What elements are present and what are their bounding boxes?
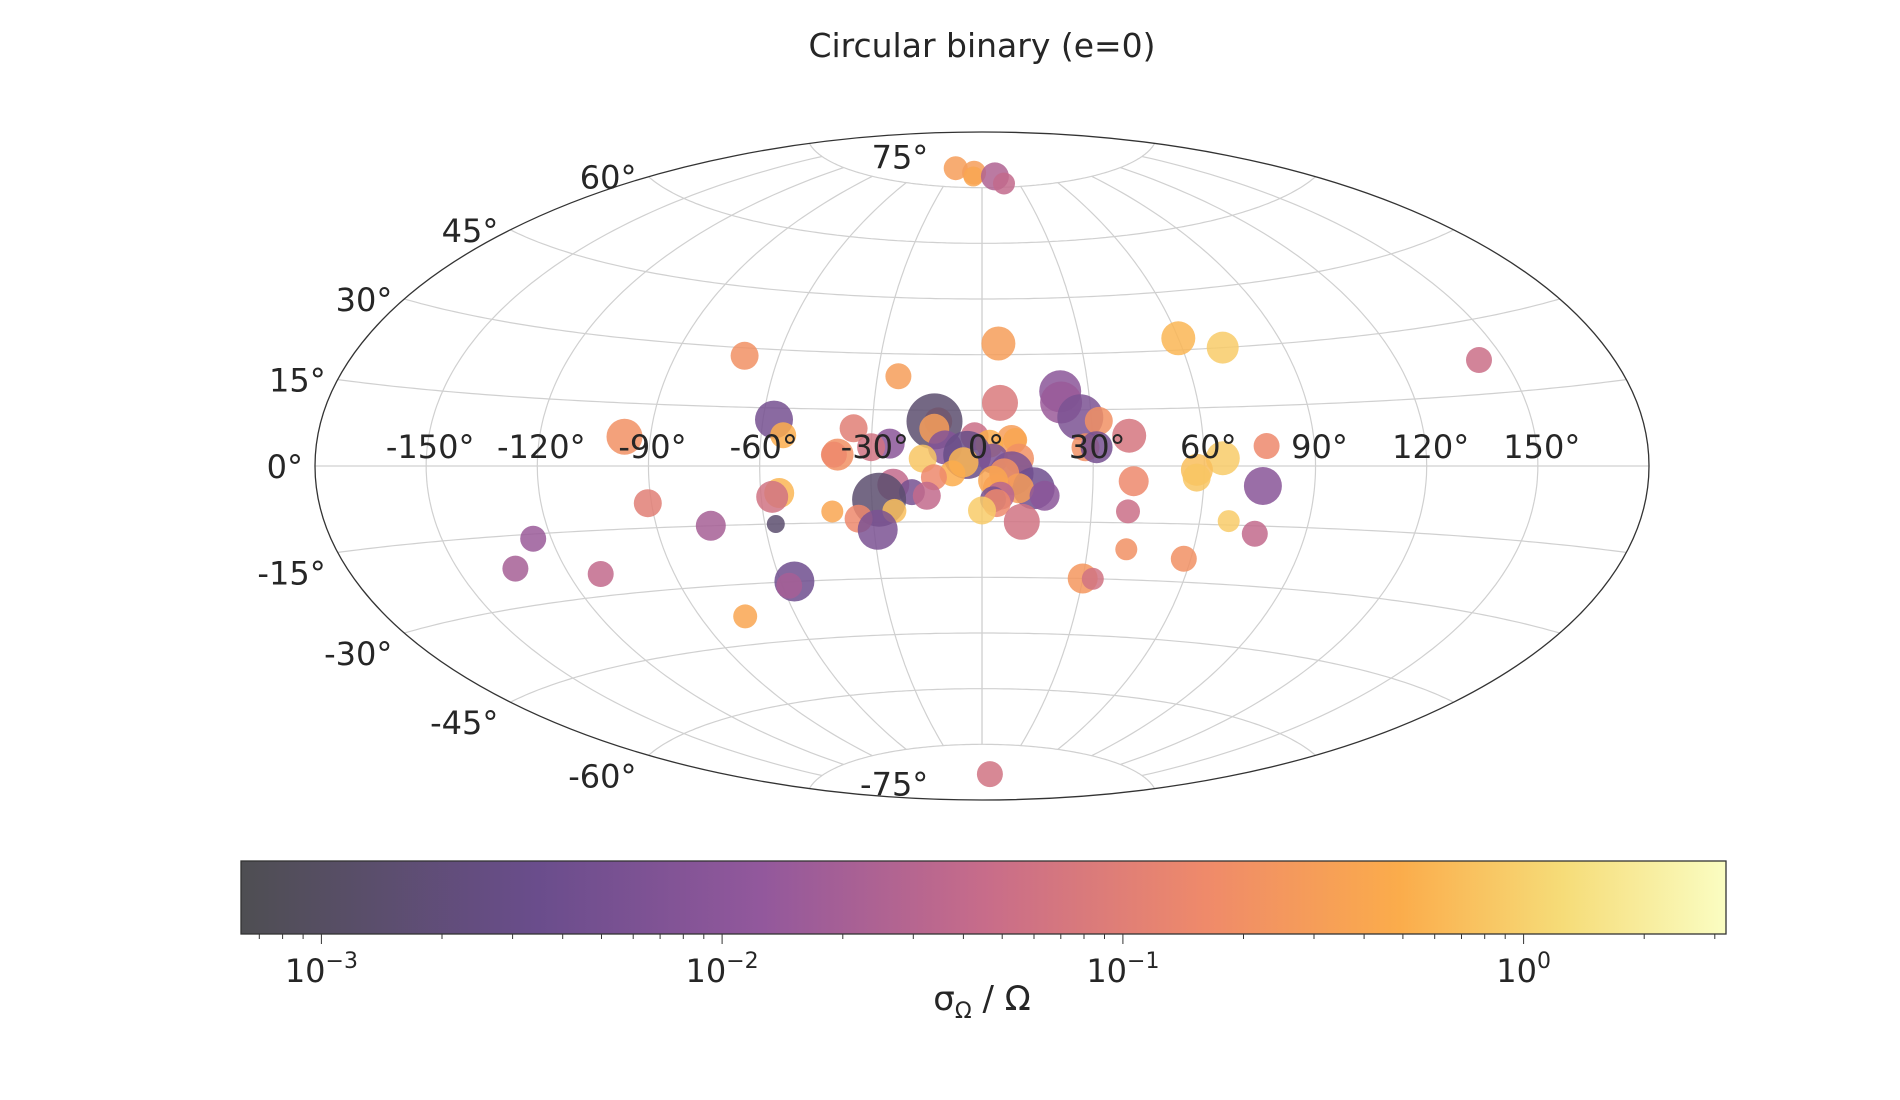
scatter-point (1112, 418, 1147, 453)
graticule (315, 143, 1649, 789)
scatter-point (839, 414, 868, 443)
x-tick-label: 120° (1392, 428, 1469, 466)
scatter-point (766, 515, 785, 533)
meridian-line (647, 175, 873, 757)
meridian-line (536, 166, 844, 766)
x-tick-label: 30° (1069, 428, 1126, 466)
colorbar-tick-label: 10−3 (285, 949, 358, 990)
scatter-point (1205, 441, 1240, 476)
scatter-point (1182, 463, 1211, 492)
scatter-point (1161, 321, 1196, 356)
scatter-point (587, 561, 614, 587)
scatter-point (1241, 520, 1268, 547)
scatter-point (756, 480, 789, 513)
colorbar-tick-label: 10−1 (1086, 949, 1159, 990)
chart-title: Circular binary (e=0) (808, 26, 1155, 65)
x-tick-label: -120° (497, 428, 586, 466)
scatter-point (821, 500, 844, 523)
meridian-line (1120, 166, 1428, 766)
scatter-point (976, 761, 1003, 788)
y-tick-label: -45° (430, 704, 498, 742)
y-tick-label: 60° (580, 159, 637, 197)
scatter-point (993, 172, 1015, 195)
colorbar-tick-labels: 10−3 10−2 10−1 100 (285, 949, 1551, 990)
scatter-point (1080, 431, 1113, 464)
colorbar-minor-ticks (258, 934, 1716, 944)
meridian-line (759, 182, 907, 750)
scatter-point (1116, 499, 1140, 524)
x-tick-label: -60° (730, 428, 798, 466)
scatter-point (1253, 433, 1280, 459)
scatter-point (943, 156, 968, 181)
scatter-point (968, 496, 996, 525)
scatter-point (1003, 503, 1040, 540)
y-tick-label: 30° (336, 281, 393, 319)
scatter-point (820, 441, 847, 468)
scatter-point (733, 604, 758, 629)
y-tick-label: 75° (872, 138, 929, 176)
y-tick-label: -15° (257, 554, 325, 592)
x-tick-label: 60° (1180, 428, 1237, 466)
scatter-point (885, 363, 912, 390)
y-tick-label: -75° (860, 766, 928, 804)
scatter-point (963, 166, 984, 187)
scatter-point (857, 509, 898, 550)
scatter-point (982, 384, 1018, 421)
meridian-line (1020, 186, 1094, 746)
meridian-line (870, 186, 944, 746)
y-tick-label: -30° (324, 635, 392, 673)
meridian-line (1141, 155, 1539, 777)
y-tick-labels: -75° -60° -45° -30° -15° 0° 15° 30° 45° 60° 75° (257, 138, 928, 803)
scatter-point (1084, 406, 1113, 435)
y-tick-label: 0° (267, 448, 303, 486)
colorbar-gradient (240, 860, 1727, 935)
scatter-point (1029, 480, 1060, 511)
colorbar-tick-label: 10−2 (686, 949, 759, 990)
scatter-point (1466, 347, 1492, 373)
y-tick-label: 15° (269, 362, 326, 400)
scatter-point (1118, 466, 1149, 497)
meridian-line (1091, 175, 1317, 757)
scatter-point (1206, 331, 1239, 364)
scatter-point (695, 510, 726, 541)
scatter-point (633, 489, 662, 518)
scatter-point (912, 481, 941, 510)
meridian-line (425, 155, 823, 777)
scatter-point (502, 555, 529, 582)
y-tick-label: -60° (568, 757, 636, 795)
x-tick-label: 150° (1503, 428, 1580, 466)
map-area (314, 131, 1650, 801)
scatter-point (981, 326, 1016, 361)
scatter-point (520, 525, 547, 552)
colorbar-tick-label: 100 (1496, 949, 1551, 990)
scatter-point (776, 572, 803, 599)
scatter-point (1243, 467, 1282, 505)
x-tick-label: -150° (386, 428, 475, 466)
x-tick-label: 0° (968, 428, 1004, 466)
x-tick-label: -90° (618, 428, 686, 466)
colorbar: 10−3 10−2 10−1 100 σΩ / Ω (240, 860, 1727, 1024)
scatter-point (1170, 545, 1197, 572)
x-tick-labels: -150° -120° -90° -60° -30° 0° 30° 60° 90° 120° 150… (386, 428, 1580, 466)
x-tick-label: 90° (1291, 428, 1348, 466)
scatter-point (1115, 538, 1138, 561)
y-tick-label: 45° (442, 212, 499, 250)
colorbar-label: σΩ / Ω (933, 979, 1030, 1024)
scatter-point (730, 341, 759, 370)
scatter-point (1217, 510, 1240, 533)
scatter-point (1081, 567, 1104, 590)
map-boundary (314, 131, 1650, 801)
scatter-points (502, 156, 1492, 788)
scatter-point (857, 433, 886, 462)
scatter-point (606, 418, 643, 455)
scatter-point (770, 422, 797, 449)
x-tick-label: -30° (841, 428, 909, 466)
